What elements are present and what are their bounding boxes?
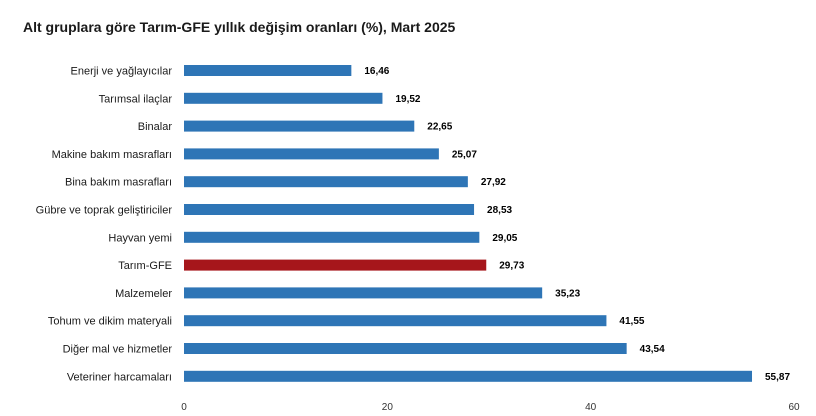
data-label: 25,07 [452,149,477,160]
bar [184,315,607,327]
x-tick-label: 20 [382,402,394,413]
data-label: 43,54 [640,344,665,355]
data-label: 41,55 [619,316,644,327]
chart-title: Alt gruplara göre Tarım-GFE yıllık değiş… [23,19,456,35]
data-label: 29,73 [499,261,524,272]
bar [184,231,480,243]
x-tick-label: 60 [788,402,800,413]
category-label: Makine bakım masrafları [52,149,172,161]
data-label: 29,05 [492,233,517,244]
category-label: Tohum ve dikim materyali [48,316,172,328]
category-label: Diğer mal ve hizmetler [63,344,173,356]
x-tick-label: 0 [181,402,187,413]
data-label: 28,53 [487,205,512,216]
data-label: 16,46 [364,66,389,77]
x-tick-label: 40 [585,402,597,413]
bar [184,204,475,215]
data-label: 55,87 [765,372,790,383]
category-label: Enerji ve yağlayıcılar [71,66,173,78]
category-label: Gübre ve toprak geliştiriciler [36,205,173,217]
category-label: Bina bakım masrafları [65,177,172,189]
category-label: Veteriner harcamaları [67,371,172,383]
category-label: Hayvan yemi [108,232,172,244]
bar [184,287,543,299]
bar [184,259,487,271]
bar [184,370,753,382]
category-label: Malzemeler [115,288,172,300]
data-label: 22,65 [427,122,452,133]
bar [184,148,439,160]
bar [184,65,352,76]
bar [184,92,383,104]
category-label: Tarımsal ilaçlar [99,93,173,105]
category-label: Tarım-GFE [118,260,172,272]
data-label: 27,92 [481,177,506,188]
category-label: Binalar [138,121,173,133]
bar [184,343,627,354]
bar [184,120,415,132]
data-label: 35,23 [555,288,580,299]
bar [184,176,468,188]
data-label: 19,52 [395,94,420,105]
